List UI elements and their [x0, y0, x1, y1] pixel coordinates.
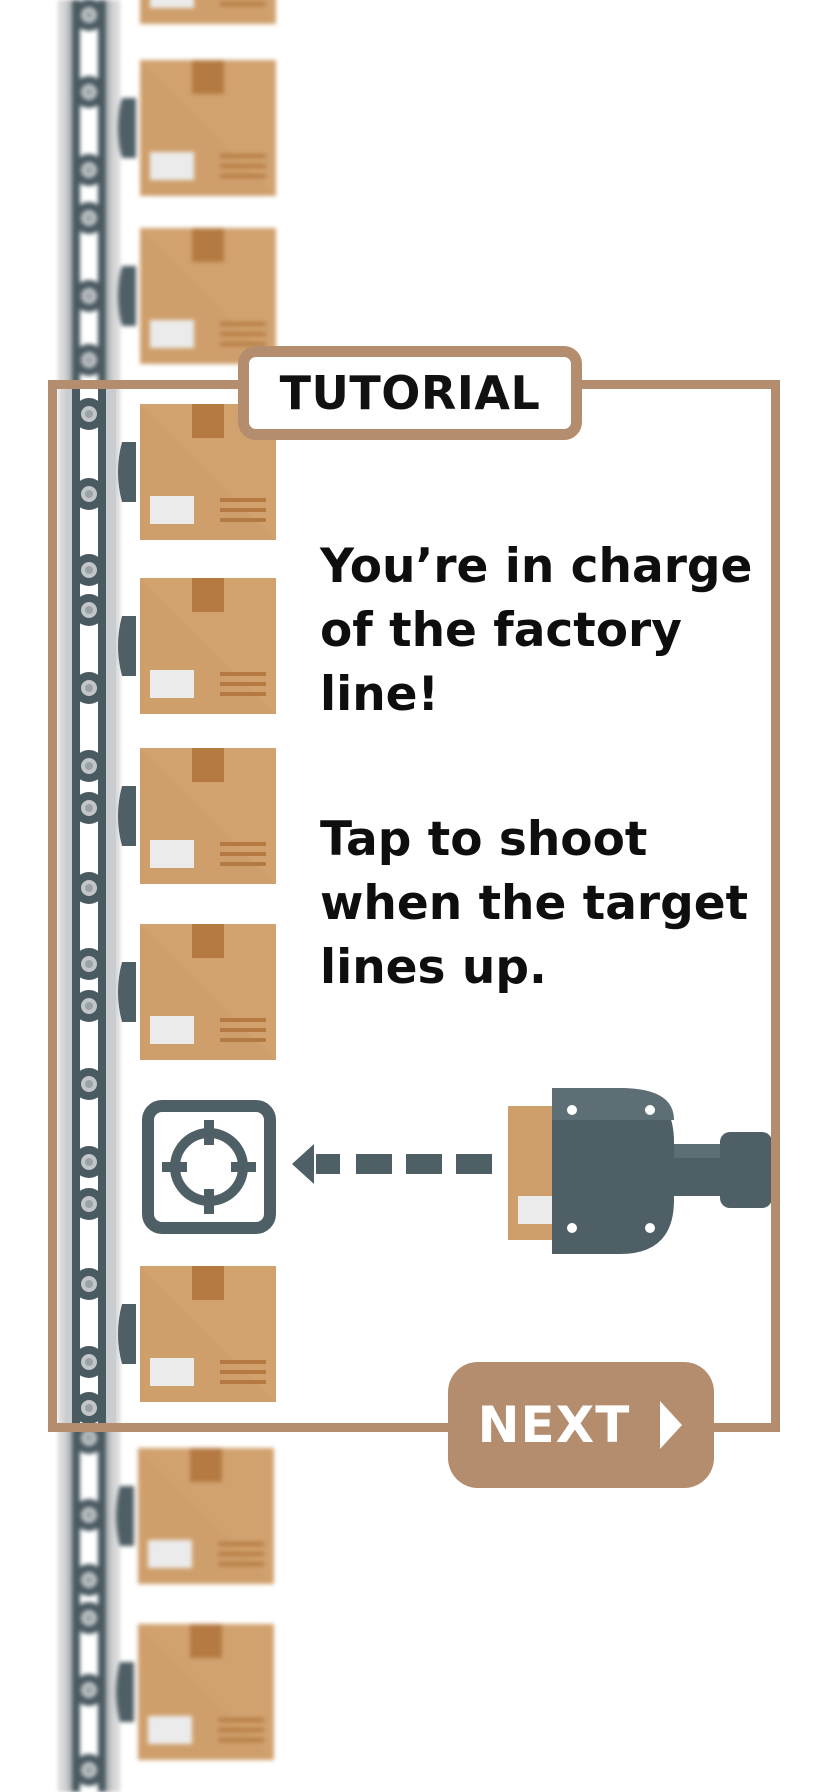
- crosshair-icon: [142, 1100, 276, 1234]
- dashed-arrow-left-icon: [292, 1144, 492, 1184]
- next-button[interactable]: NEXT: [448, 1362, 714, 1488]
- tutorial-title-box: TUTORIAL: [238, 346, 582, 440]
- tutorial-title: TUTORIAL: [279, 366, 541, 420]
- tutorial-message-instruction: Tap to shoot when the target lines up.: [320, 812, 749, 995]
- conveyor-belt: [66, 388, 116, 1424]
- tutorial-message-intro: You’re in charge of the factory line!: [320, 539, 753, 722]
- box-launcher-icon[interactable]: [508, 1088, 772, 1254]
- chevron-right-icon: [660, 1401, 683, 1449]
- next-button-label: NEXT: [477, 1396, 631, 1454]
